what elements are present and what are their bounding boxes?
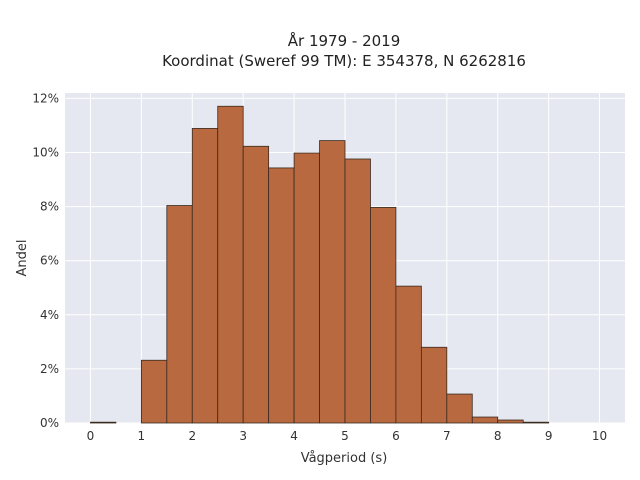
y-tick-label: 10%	[32, 146, 59, 160]
x-tick-label: 0	[87, 429, 95, 443]
chart-title-line-2: Koordinat (Sweref 99 TM): E 354378, N 62…	[162, 52, 526, 70]
histogram-bar	[446, 393, 473, 424]
x-tick-label: 4	[290, 429, 298, 443]
histogram-bar	[140, 359, 168, 424]
histogram-bar	[191, 128, 219, 424]
y-tick-label: 8%	[40, 200, 59, 214]
histogram-bar	[471, 416, 499, 424]
y-tick-label: 2%	[40, 362, 59, 376]
histogram-bar	[268, 167, 295, 424]
histogram-bar	[166, 205, 193, 424]
histogram-bar	[217, 105, 244, 424]
y-axis-label: Andel	[15, 240, 30, 277]
histogram-bar	[293, 152, 320, 424]
x-axis-ticks: 0 1 2 3 4 5 6 7 8 9 10	[87, 429, 608, 443]
x-tick-label: 7	[443, 429, 451, 443]
y-tick-label: 4%	[40, 308, 59, 322]
x-tick-label: 3	[239, 429, 247, 443]
x-tick-label: 6	[392, 429, 400, 443]
x-tick-label: 10	[592, 429, 607, 443]
histogram-bar	[522, 421, 550, 424]
histogram-bar	[395, 285, 422, 424]
x-tick-label: 1	[138, 429, 146, 443]
histogram-bar	[497, 419, 524, 424]
x-axis-label: Vågperiod (s)	[301, 451, 388, 466]
x-tick-label: 8	[494, 429, 502, 443]
y-tick-label: 6%	[40, 254, 59, 268]
histogram-bar	[420, 346, 448, 424]
y-tick-label: 0%	[40, 416, 59, 430]
x-tick-label: 2	[188, 429, 196, 443]
histogram-bar	[370, 207, 397, 424]
y-axis-ticks: 0% 2% 4% 6% 8% 10% 12%	[32, 91, 59, 430]
histogram-bar	[242, 145, 270, 424]
chart-title-line-1: År 1979 - 2019	[288, 31, 401, 50]
bars-group	[90, 105, 550, 424]
histogram-bar	[344, 158, 371, 424]
y-tick-label: 12%	[32, 91, 59, 105]
histogram-bar	[319, 140, 346, 424]
histogram-bar	[90, 421, 117, 424]
x-tick-label: 5	[341, 429, 349, 443]
x-tick-label: 9	[545, 429, 553, 443]
